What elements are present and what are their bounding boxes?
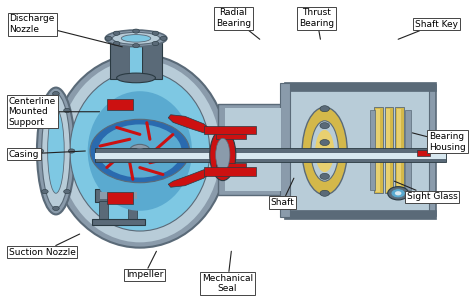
Ellipse shape <box>311 121 338 181</box>
Bar <box>95 148 446 162</box>
Bar <box>376 109 380 192</box>
Circle shape <box>133 43 139 48</box>
Ellipse shape <box>117 73 155 83</box>
Circle shape <box>391 189 405 198</box>
Circle shape <box>320 140 329 146</box>
Circle shape <box>37 149 44 153</box>
Circle shape <box>320 123 329 129</box>
Polygon shape <box>282 85 436 216</box>
Circle shape <box>129 144 150 158</box>
Circle shape <box>105 36 112 40</box>
Bar <box>95 189 142 202</box>
Text: Centerline
Mounted
Support: Centerline Mounted Support <box>9 97 100 127</box>
Bar <box>142 39 162 79</box>
Circle shape <box>160 36 167 40</box>
Circle shape <box>152 31 159 35</box>
Polygon shape <box>168 115 211 133</box>
Circle shape <box>68 149 75 153</box>
Ellipse shape <box>315 130 334 172</box>
Circle shape <box>64 108 70 113</box>
Bar <box>128 201 137 220</box>
Circle shape <box>53 92 59 96</box>
Ellipse shape <box>121 35 151 42</box>
Ellipse shape <box>70 71 210 231</box>
Text: Discharge
Nozzle: Discharge Nozzle <box>9 14 122 47</box>
Bar <box>280 83 290 217</box>
Circle shape <box>320 106 329 112</box>
Bar <box>216 163 246 175</box>
Text: Shaft Key: Shaft Key <box>398 20 458 39</box>
Bar <box>417 150 430 156</box>
Circle shape <box>53 206 59 210</box>
Circle shape <box>42 108 48 113</box>
Ellipse shape <box>52 54 228 248</box>
Circle shape <box>113 31 120 35</box>
Text: Shaft: Shaft <box>271 178 294 207</box>
Ellipse shape <box>112 32 160 44</box>
Ellipse shape <box>216 138 230 172</box>
Circle shape <box>113 41 120 46</box>
Polygon shape <box>289 89 429 211</box>
Circle shape <box>64 189 70 194</box>
Circle shape <box>320 190 329 196</box>
Circle shape <box>42 189 48 194</box>
Bar <box>405 110 411 190</box>
Circle shape <box>320 173 329 179</box>
Text: Suction Nozzle: Suction Nozzle <box>9 234 80 257</box>
Ellipse shape <box>47 109 64 193</box>
Text: Radial
Bearing: Radial Bearing <box>216 8 260 39</box>
Circle shape <box>152 41 159 46</box>
Ellipse shape <box>88 91 192 211</box>
Circle shape <box>133 29 139 33</box>
Bar <box>284 210 436 219</box>
Ellipse shape <box>59 59 220 242</box>
Bar <box>397 109 401 192</box>
Circle shape <box>135 148 145 154</box>
Ellipse shape <box>92 97 187 205</box>
Bar <box>216 127 246 139</box>
Bar <box>204 167 256 176</box>
Bar <box>100 192 137 199</box>
Ellipse shape <box>210 129 236 181</box>
Bar <box>99 201 108 220</box>
Bar <box>385 107 393 193</box>
Bar <box>130 39 142 79</box>
Circle shape <box>395 191 401 195</box>
Text: Bearing
Housing: Bearing Housing <box>412 132 466 152</box>
Polygon shape <box>168 170 211 187</box>
Bar <box>110 39 130 79</box>
Bar <box>374 107 383 193</box>
Bar <box>395 107 404 193</box>
Bar <box>204 126 256 134</box>
Text: Impeller: Impeller <box>126 251 163 279</box>
Text: Mechanical
Seal: Mechanical Seal <box>202 251 253 293</box>
Bar <box>107 192 133 204</box>
Text: Thrust
Bearing: Thrust Bearing <box>299 8 334 39</box>
Circle shape <box>388 187 409 200</box>
Ellipse shape <box>302 107 347 195</box>
Bar <box>107 99 133 110</box>
Bar <box>386 109 390 192</box>
Circle shape <box>98 124 182 178</box>
Bar <box>92 219 145 225</box>
Bar <box>218 104 287 195</box>
Text: Casing: Casing <box>9 149 85 159</box>
Ellipse shape <box>37 88 75 214</box>
Circle shape <box>90 119 190 183</box>
Bar <box>95 153 446 159</box>
Ellipse shape <box>105 30 167 47</box>
Bar <box>370 110 375 190</box>
Bar <box>284 82 436 91</box>
Ellipse shape <box>42 94 70 208</box>
Circle shape <box>320 156 329 162</box>
Bar <box>225 108 281 191</box>
Text: Sight Glass: Sight Glass <box>394 181 457 201</box>
